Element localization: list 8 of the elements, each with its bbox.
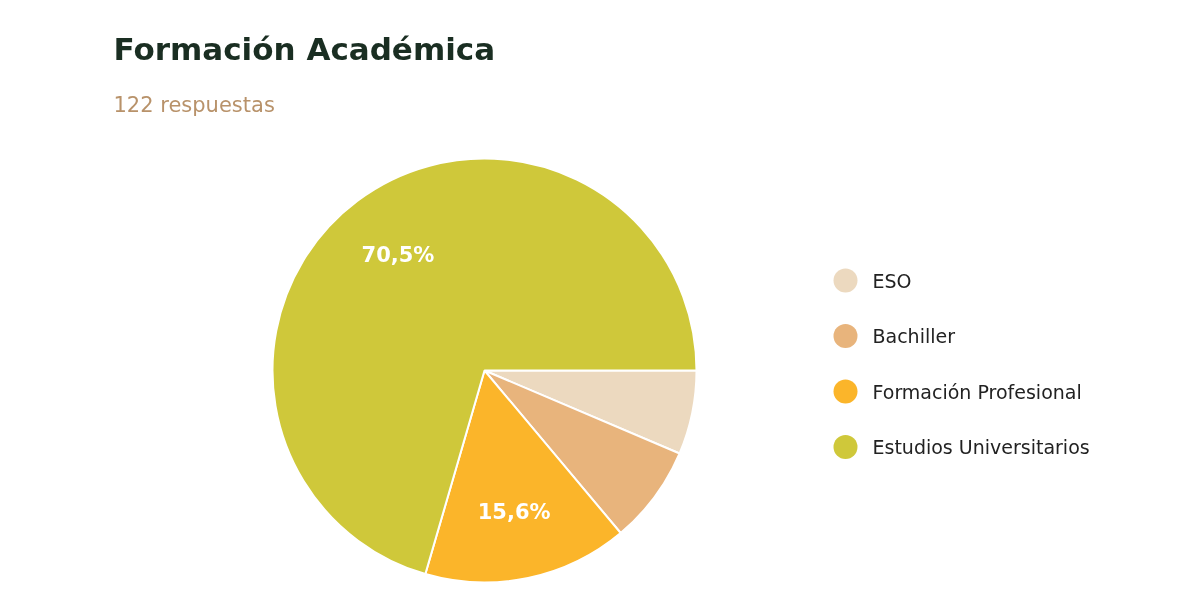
legend-label: Bachiller <box>872 325 956 347</box>
legend-label: Estudios Universitarios <box>872 436 1090 458</box>
legend-label: ESO <box>872 269 912 292</box>
data-label: 70,5% <box>361 243 435 268</box>
chart-subtitle: 122 respuestas <box>113 92 275 117</box>
legend-label: Formación Profesional <box>872 380 1082 403</box>
data-label: 15,6% <box>477 499 551 524</box>
chart-title: Formación Académica <box>113 30 496 67</box>
